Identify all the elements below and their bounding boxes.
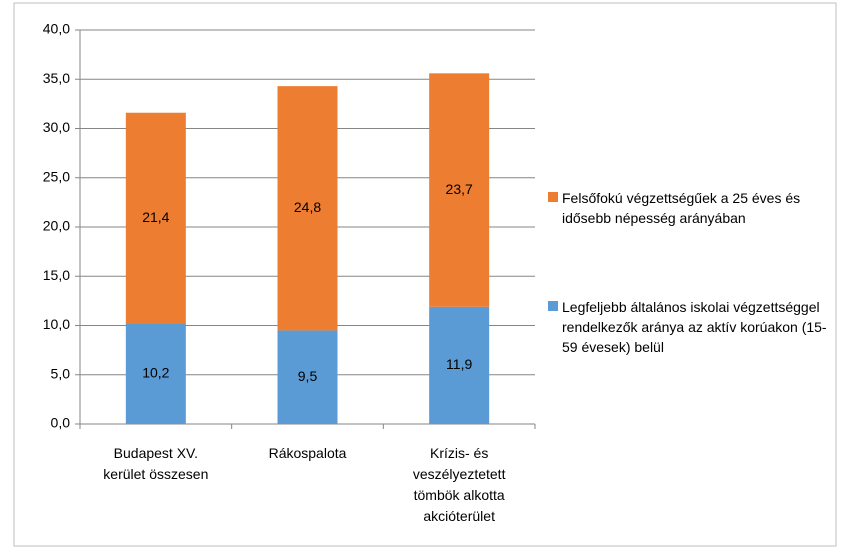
y-tick-label: 35,0: [43, 70, 70, 86]
legend-item: Legfeljebb általános iskolai végzettségg…: [548, 297, 828, 357]
bar-segment: [125, 112, 186, 324]
bar-segment: [277, 330, 338, 424]
data-label: 10,2: [142, 364, 169, 380]
legend-item: Felsőfokú végzettségűek a 25 éves és idő…: [548, 188, 828, 228]
bar-segment: [429, 306, 490, 424]
chart-border: [13, 2, 837, 547]
y-tick-label: 20,0: [43, 218, 70, 234]
data-label: 21,4: [142, 209, 169, 225]
x-tick-label: Budapest XV. kerület összesen: [103, 445, 208, 482]
y-tick-label: 40,0: [43, 21, 70, 37]
y-tick-label: 15,0: [43, 267, 70, 283]
x-tick-label: Krízis- és veszélyeztetett tömbök alkotta a…: [413, 445, 506, 524]
bar-segment: [429, 73, 490, 307]
y-tick-label: 25,0: [43, 168, 70, 184]
data-label: 11,9: [446, 356, 472, 372]
legend-label: Legfeljebb általános iskolai végzettségg…: [562, 299, 827, 355]
x-tick-label: Rákospalota: [269, 445, 347, 461]
y-tick-label: 5,0: [51, 365, 71, 381]
y-tick-label: 0,0: [51, 415, 71, 431]
legend-label: Felsőfokú végzettségűek a 25 éves és idő…: [562, 190, 801, 226]
data-label: 24,8: [294, 199, 321, 215]
data-label: 9,5: [298, 368, 318, 384]
bar-segment: [125, 323, 186, 424]
legend-swatch: [548, 192, 558, 202]
y-tick-label: 10,0: [43, 316, 70, 332]
data-label: 23,7: [446, 181, 473, 197]
legend-swatch: [548, 301, 558, 311]
bar-segment: [277, 86, 338, 331]
y-tick-label: 30,0: [43, 119, 70, 135]
